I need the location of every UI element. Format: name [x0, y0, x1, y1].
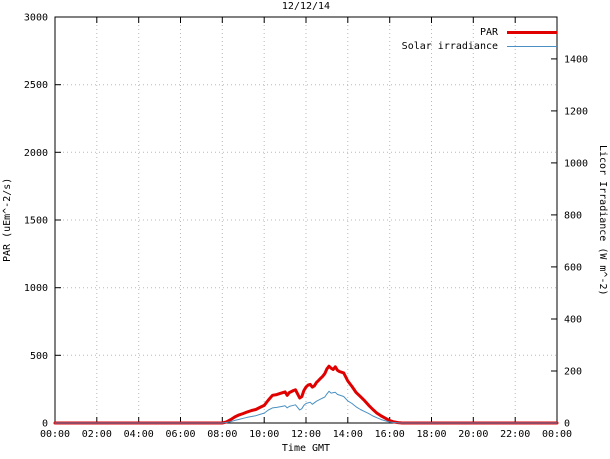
- svg-text:1000: 1000: [24, 283, 48, 294]
- svg-text:0: 0: [564, 419, 570, 430]
- svg-text:00:00: 00:00: [40, 429, 70, 440]
- svg-text:800: 800: [564, 210, 582, 221]
- legend: PAR Solar irradiance: [402, 25, 557, 53]
- svg-text:1000: 1000: [564, 158, 588, 169]
- legend-item-solar-irradiance: Solar irradiance: [402, 39, 557, 53]
- svg-text:22:00: 22:00: [500, 429, 530, 440]
- svg-text:600: 600: [564, 262, 582, 273]
- svg-text:3000: 3000: [24, 13, 48, 24]
- svg-text:200: 200: [564, 367, 582, 378]
- svg-text:10:00: 10:00: [249, 429, 279, 440]
- right-axis-label: Licor Irradiance (W m^-2): [597, 144, 608, 296]
- left-axis-label: PAR (uEm^-2/s): [2, 177, 13, 263]
- svg-text:16:00: 16:00: [375, 429, 405, 440]
- legend-line-swatch: [507, 30, 557, 34]
- svg-text:2000: 2000: [24, 148, 48, 159]
- x-axis-label: Time GMT: [281, 443, 331, 454]
- svg-text:20:00: 20:00: [458, 429, 488, 440]
- chart-title: 12/12/14: [281, 1, 331, 12]
- svg-text:1500: 1500: [24, 216, 48, 227]
- svg-text:1400: 1400: [564, 54, 588, 65]
- svg-text:08:00: 08:00: [207, 429, 237, 440]
- svg-text:02:00: 02:00: [82, 429, 112, 440]
- svg-text:500: 500: [30, 351, 48, 362]
- svg-text:06:00: 06:00: [165, 429, 195, 440]
- svg-text:12:00: 12:00: [291, 429, 321, 440]
- svg-text:14:00: 14:00: [333, 429, 363, 440]
- legend-label: PAR: [479, 26, 498, 38]
- svg-text:400: 400: [564, 315, 582, 326]
- svg-text:2500: 2500: [24, 80, 48, 91]
- svg-text:04:00: 04:00: [124, 429, 154, 440]
- svg-text:18:00: 18:00: [416, 429, 446, 440]
- svg-text:00:00: 00:00: [542, 429, 572, 440]
- legend-label: Solar irradiance: [401, 40, 498, 52]
- svg-text:1200: 1200: [564, 106, 588, 117]
- legend-item-par: PAR: [402, 25, 557, 39]
- legend-line-swatch: [507, 45, 557, 47]
- svg-text:0: 0: [42, 419, 48, 430]
